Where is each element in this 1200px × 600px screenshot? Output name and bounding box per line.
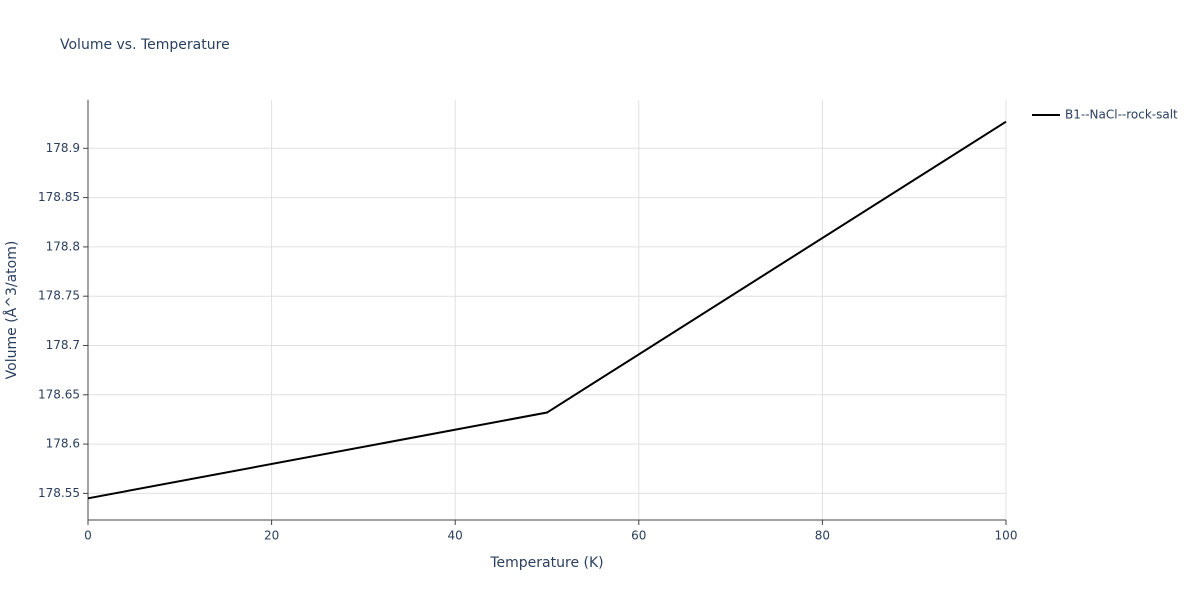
y-tick-label: 178.8 [46, 239, 80, 253]
legend-label: B1--NaCl--rock-salt [1065, 108, 1178, 122]
y-tick-label: 178.55 [38, 486, 80, 500]
y-tick-label: 178.65 [38, 387, 80, 401]
y-tick-label: 178.75 [38, 289, 80, 303]
line-series [87, 120, 1007, 500]
x-tick-label: 0 [84, 529, 92, 543]
x-tick-label: 40 [448, 529, 463, 543]
x-tick-label: 100 [995, 529, 1018, 543]
x-axis-label: Temperature (K) [489, 555, 603, 571]
x-tick-label: 60 [631, 529, 646, 543]
y-tick-label: 178.9 [46, 141, 80, 155]
y-axis-label: Volume (Å^3/atom) [3, 241, 20, 380]
y-tick-label: 178.85 [38, 190, 80, 204]
chart-title: Volume vs. Temperature [60, 37, 230, 53]
x-tick-label: 20 [264, 529, 279, 543]
y-tick-label: 178.6 [46, 437, 80, 451]
x-tick-label: 80 [815, 529, 830, 543]
y-tick-label: 178.7 [46, 338, 80, 352]
